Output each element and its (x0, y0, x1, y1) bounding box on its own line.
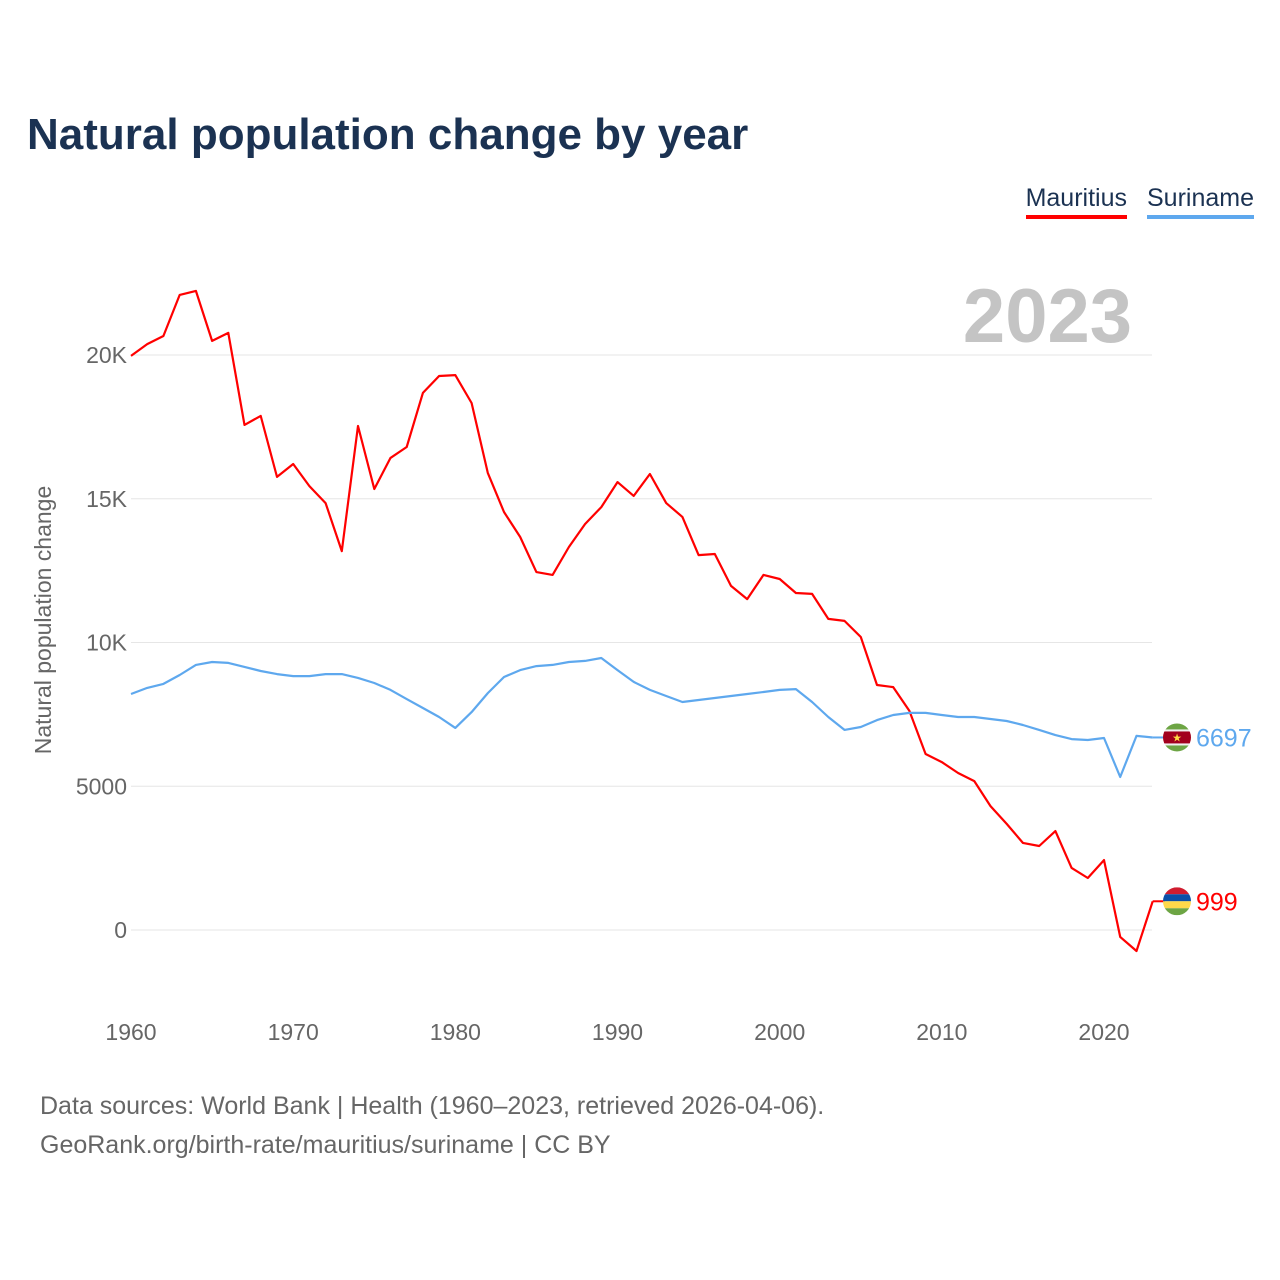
year-label: 2023 (963, 274, 1132, 359)
x-tick-label: 2000 (754, 1019, 805, 1045)
flag-stripe (1163, 729, 1191, 732)
y-tick-label: 5000 (76, 773, 127, 799)
legend-item-suriname[interactable]: Suriname (1147, 184, 1254, 219)
legend: Mauritius Suriname (1025, 184, 1254, 219)
chart-title: Natural population change by year (27, 110, 749, 159)
flag-stripe (1163, 743, 1191, 746)
flag-stripe (1163, 908, 1191, 916)
y-tick-label: 15K (86, 486, 128, 512)
legend-item-mauritius[interactable]: Mauritius (1025, 184, 1127, 219)
x-tick-label: 1980 (430, 1019, 481, 1045)
flag-stripe (1163, 901, 1191, 909)
flag-stripe (1163, 894, 1191, 902)
y-axis-label: Natural population change (30, 486, 56, 755)
x-tick-label: 1990 (592, 1019, 643, 1045)
x-tick-label: 2020 (1078, 1019, 1129, 1045)
end-value-label: 999 (1196, 888, 1238, 916)
y-tick-label: 0 (114, 917, 127, 943)
x-tick-label: 2010 (916, 1019, 967, 1045)
footer: Data sources: World Bank | Health (1960–… (40, 1087, 824, 1165)
series-line-suriname (130, 656, 1153, 779)
x-tick-label: 1960 (105, 1019, 156, 1045)
y-tick-label: 10K (86, 630, 128, 656)
end-value-label: 6697 (1196, 724, 1252, 752)
flag-stripe (1163, 731, 1191, 744)
star-icon: ★ (1172, 732, 1182, 744)
y-tick-label: 20K (86, 342, 128, 368)
attribution-link[interactable]: GeoRank.org/birth-rate/mauritius/surinam… (40, 1131, 611, 1159)
series-line-mauritius (130, 289, 1154, 953)
mauritius-flag-icon (1163, 887, 1191, 916)
flag-stripe (1163, 887, 1191, 895)
flag-stripe (1163, 723, 1191, 730)
flag-stripe (1163, 745, 1191, 752)
x-tick-label: 1970 (268, 1019, 319, 1045)
suriname-flag-icon: ★ (1163, 723, 1191, 752)
data-source-text: Data sources: World Bank | Health (1960–… (40, 1092, 825, 1120)
